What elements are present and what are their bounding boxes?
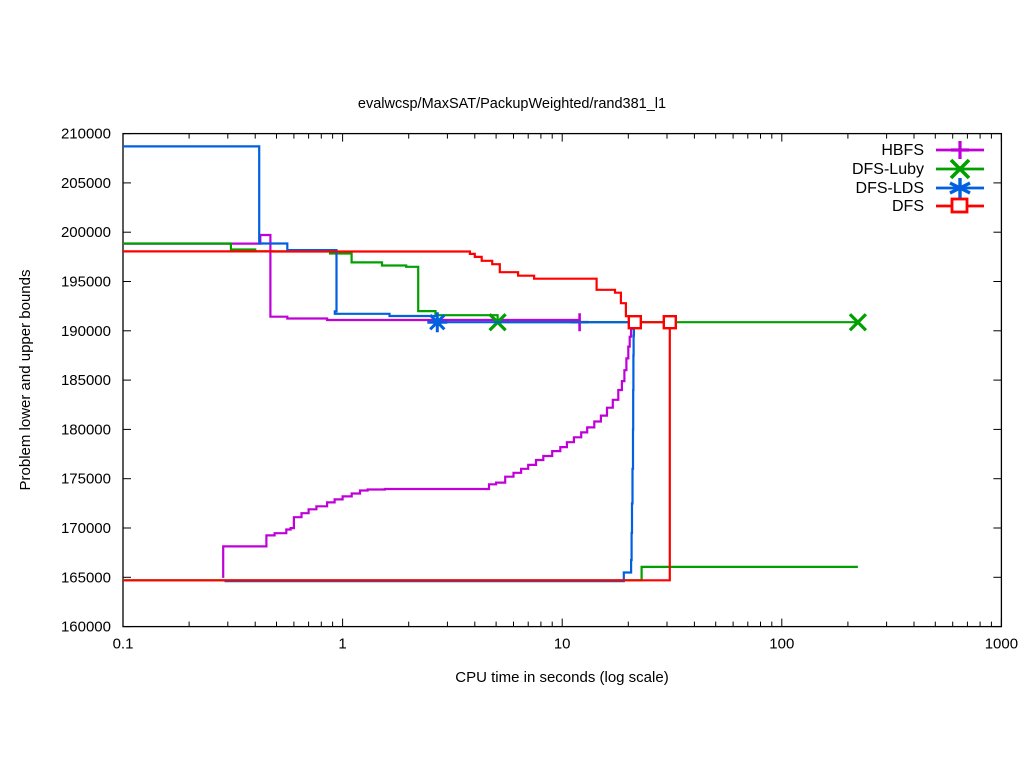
svg-text:210000: 210000 xyxy=(61,126,111,143)
svg-text:175000: 175000 xyxy=(61,471,111,488)
svg-text:DFS-LDS: DFS-LDS xyxy=(856,180,924,197)
svg-text:Problem lower and upper bounds: Problem lower and upper bounds xyxy=(17,270,34,491)
svg-text:10: 10 xyxy=(554,636,571,653)
svg-text:DFS: DFS xyxy=(892,198,924,215)
svg-text:CPU time in seconds (log scale: CPU time in seconds (log scale) xyxy=(455,669,668,686)
svg-text:DFS-Luby: DFS-Luby xyxy=(852,161,924,178)
svg-text:0.1: 0.1 xyxy=(113,636,134,653)
svg-text:HBFS: HBFS xyxy=(881,142,924,159)
svg-text:205000: 205000 xyxy=(61,175,111,192)
svg-text:160000: 160000 xyxy=(61,619,111,636)
svg-text:170000: 170000 xyxy=(61,520,111,537)
svg-text:185000: 185000 xyxy=(61,372,111,389)
svg-text:190000: 190000 xyxy=(61,323,111,340)
svg-text:195000: 195000 xyxy=(61,274,111,291)
svg-text:1: 1 xyxy=(338,636,346,653)
svg-text:1000: 1000 xyxy=(985,636,1018,653)
svg-text:evalwcsp/MaxSAT/PackupWeighted: evalwcsp/MaxSAT/PackupWeighted/rand381_l… xyxy=(358,96,666,112)
svg-text:165000: 165000 xyxy=(61,569,111,586)
svg-text:100: 100 xyxy=(769,636,794,653)
svg-text:180000: 180000 xyxy=(61,421,111,438)
svg-text:200000: 200000 xyxy=(61,224,111,241)
